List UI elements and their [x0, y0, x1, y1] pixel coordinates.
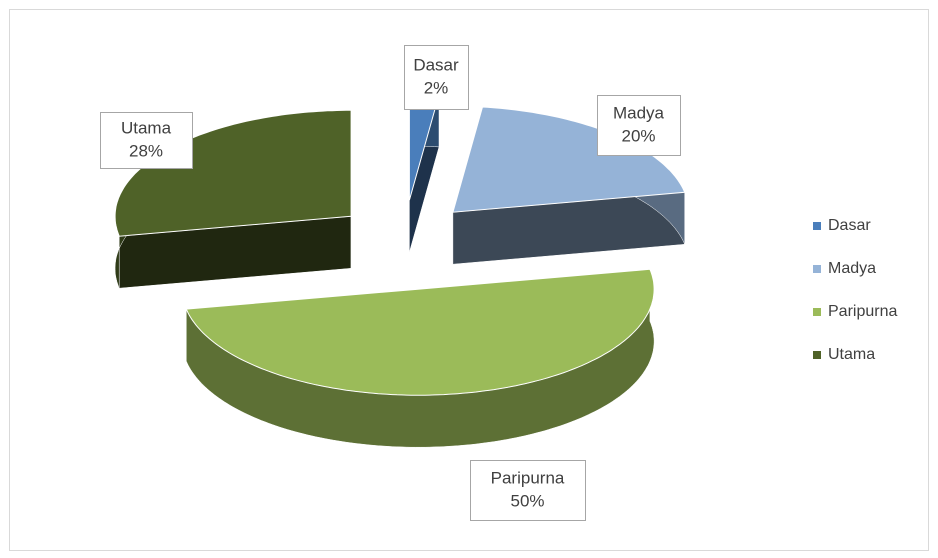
label-category: Dasar	[413, 55, 459, 74]
label-value: 20%	[621, 126, 655, 145]
label-box	[100, 112, 193, 169]
legend: Dasar Madya Paripurna Utama	[813, 217, 897, 363]
label-box	[470, 460, 586, 521]
label-category: Paripurna	[491, 468, 565, 487]
slice	[185, 268, 655, 396]
legend-swatch	[813, 265, 821, 273]
label-box	[597, 95, 681, 156]
data-labels: Dasar 2% Madya 20% Paripurna 50% Utama 28%	[100, 45, 681, 521]
label-value: 50%	[510, 491, 544, 510]
legend-swatch	[813, 222, 821, 230]
label-category: Utama	[121, 118, 172, 137]
legend-label: Dasar	[828, 217, 871, 234]
legend-swatch	[813, 351, 821, 359]
legend-swatch	[813, 308, 821, 316]
legend-label: Madya	[828, 260, 876, 277]
label-box	[404, 45, 469, 110]
label-value: 2%	[424, 78, 449, 97]
legend-label: Utama	[828, 346, 875, 363]
label-value: 28%	[129, 141, 163, 160]
legend-label: Paripurna	[828, 303, 897, 320]
label-category: Madya	[613, 103, 665, 122]
